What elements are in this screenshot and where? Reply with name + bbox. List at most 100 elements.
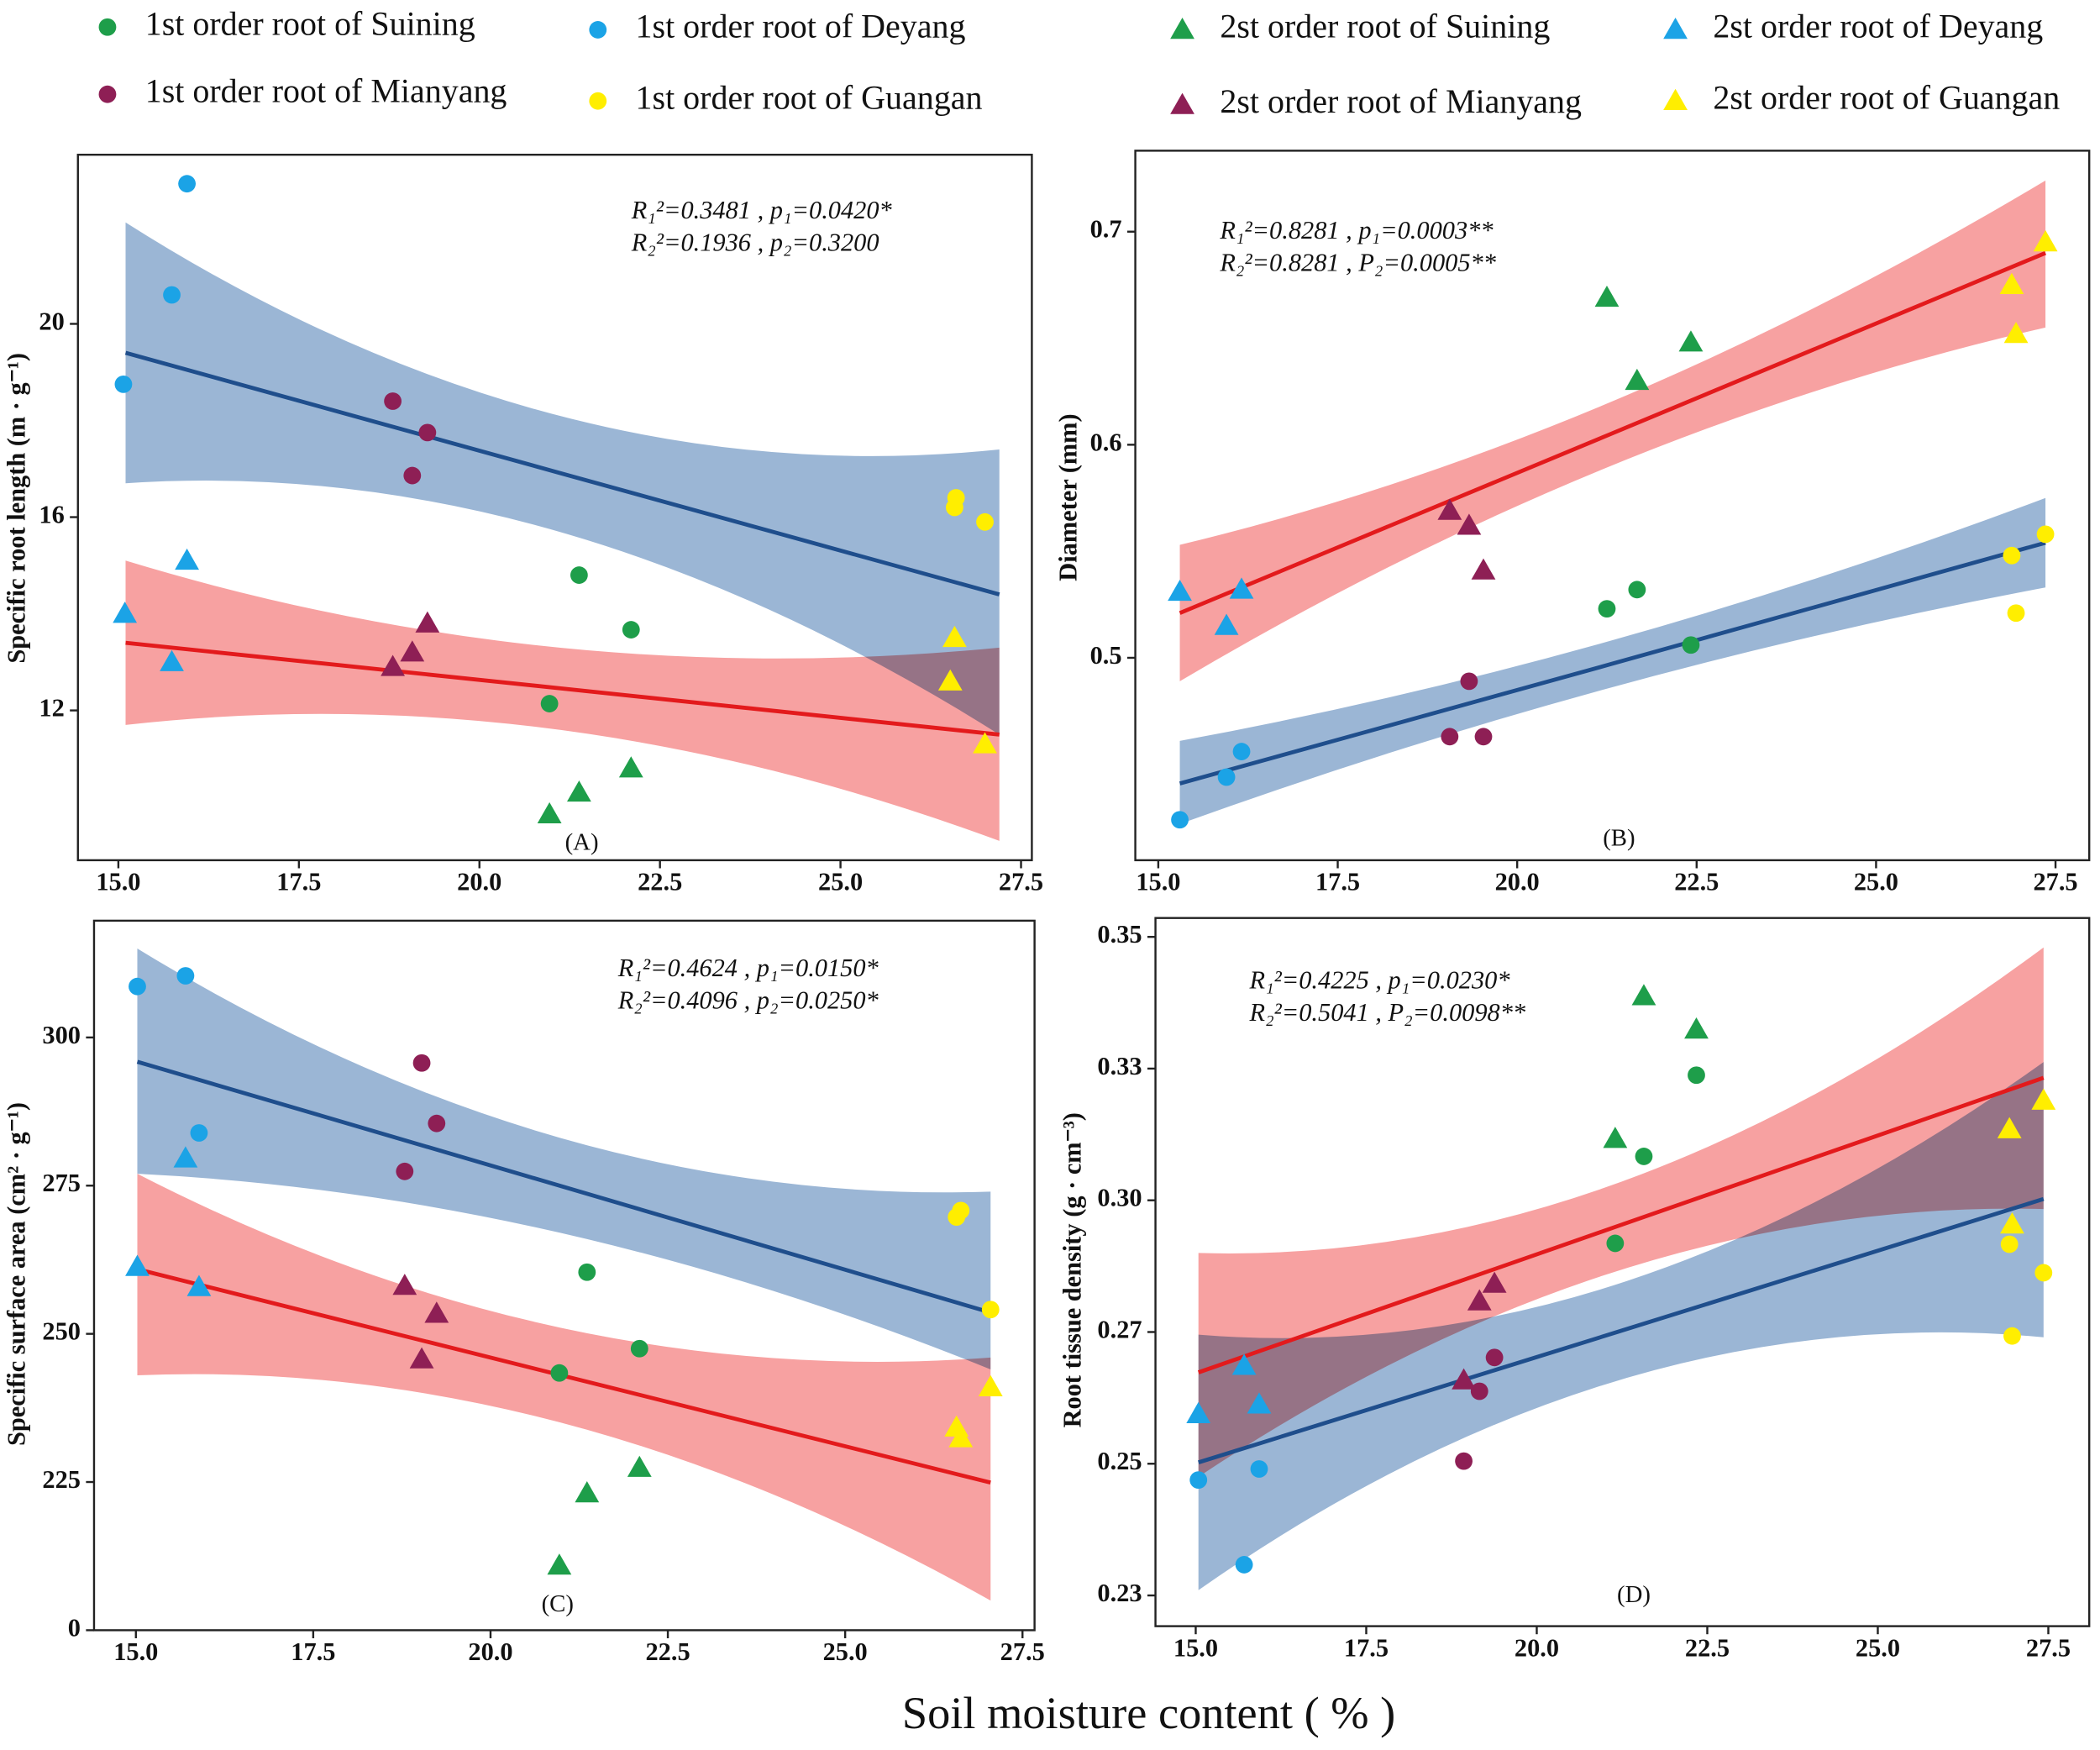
annotation: R₁²=0.4624 , p₁=0.0150* bbox=[617, 954, 879, 982]
data-point bbox=[160, 649, 184, 671]
y-tick-label: 0 bbox=[68, 1613, 81, 1642]
data-point bbox=[1999, 272, 2024, 294]
data-point bbox=[2003, 1327, 2021, 1345]
data-point bbox=[1628, 581, 1646, 599]
y-tick-label: 275 bbox=[42, 1169, 81, 1197]
y-tick-label: 0.7 bbox=[1090, 215, 1122, 244]
data-point bbox=[1631, 984, 1656, 1006]
y-tick-label: 0.23 bbox=[1097, 1579, 1142, 1607]
confidence-band bbox=[1198, 947, 2044, 1477]
data-point bbox=[1168, 579, 1192, 602]
data-point bbox=[1598, 600, 1616, 618]
plot-area bbox=[1197, 947, 2045, 1590]
legend-marker bbox=[1663, 88, 1688, 110]
legend-label: 2st order root of Guangan bbox=[1713, 78, 2060, 116]
data-point bbox=[1594, 285, 1620, 307]
x-tick-label: 15.0 bbox=[96, 868, 140, 896]
data-point bbox=[1250, 1460, 1268, 1478]
data-point bbox=[173, 1146, 198, 1168]
annotation: R₂²=0.8281 , P₂=0.0005** bbox=[1219, 248, 1496, 276]
data-point bbox=[186, 1274, 212, 1296]
y-tick-label: 12 bbox=[39, 694, 64, 723]
plot-area bbox=[136, 949, 991, 1601]
data-point bbox=[1688, 1066, 1705, 1085]
data-point bbox=[1235, 1556, 1253, 1574]
x-tick-label: 22.5 bbox=[1685, 1633, 1730, 1662]
confidence-band bbox=[1179, 180, 2046, 681]
data-point bbox=[114, 375, 133, 393]
panel-label: (B) bbox=[1603, 825, 1635, 852]
data-point bbox=[1460, 672, 1478, 691]
data-point bbox=[973, 732, 997, 754]
data-point bbox=[1189, 1471, 1208, 1489]
legend-label: 2st order root of Mianyang bbox=[1220, 82, 1582, 120]
y-tick-label: 0.6 bbox=[1090, 428, 1122, 456]
data-point bbox=[1229, 577, 1254, 599]
data-point bbox=[2031, 1088, 2056, 1110]
data-point bbox=[2033, 230, 2058, 252]
annotation: R₂²=0.1936 , p₂=0.3200 bbox=[631, 228, 879, 256]
data-point bbox=[2034, 1264, 2053, 1282]
fit-line bbox=[136, 1059, 991, 1315]
y-axis-label: Root tissue density (g · cm⁻³) bbox=[1058, 1112, 1087, 1427]
data-point bbox=[537, 801, 562, 824]
data-point bbox=[2036, 525, 2055, 544]
data-point bbox=[176, 967, 195, 985]
data-point bbox=[392, 1274, 417, 1295]
data-point bbox=[1635, 1148, 1653, 1165]
data-point bbox=[1684, 1017, 1709, 1039]
data-point bbox=[1625, 368, 1650, 391]
x-tick-label: 17.5 bbox=[291, 1637, 335, 1666]
panel-label: (D) bbox=[1617, 1581, 1651, 1608]
data-point bbox=[1441, 728, 1459, 746]
x-tick-label: 22.5 bbox=[638, 868, 682, 896]
data-point bbox=[428, 1114, 446, 1133]
data-point bbox=[1452, 1368, 1476, 1390]
data-point bbox=[575, 1481, 600, 1503]
data-point bbox=[2007, 604, 2025, 623]
data-point bbox=[1455, 1452, 1473, 1470]
data-point bbox=[1682, 636, 1700, 654]
plot-frame bbox=[76, 153, 1033, 862]
legend-label: 1st order root of Guangan bbox=[636, 78, 983, 116]
data-point bbox=[1603, 1127, 1628, 1148]
data-point bbox=[937, 669, 963, 691]
plot-area bbox=[124, 222, 1000, 841]
data-point bbox=[976, 512, 994, 531]
data-point bbox=[2003, 546, 2021, 565]
data-point bbox=[627, 1455, 652, 1477]
data-point bbox=[2000, 1212, 2024, 1234]
x-tick-label: 15.0 bbox=[113, 1637, 158, 1666]
data-point bbox=[1457, 513, 1482, 535]
data-point bbox=[424, 1301, 449, 1323]
data-point bbox=[1470, 1382, 1488, 1401]
y-tick-label: 0.27 bbox=[1097, 1315, 1142, 1343]
legend-label: 2st order root of Deyang bbox=[1713, 8, 2043, 45]
fit-line bbox=[1197, 1075, 2045, 1374]
y-axis-label: Specific surface area (cm² · g⁻¹) bbox=[2, 1102, 30, 1446]
data-point bbox=[1437, 498, 1462, 520]
x-tick-label: 27.5 bbox=[2033, 868, 2077, 896]
data-point bbox=[113, 602, 138, 623]
legend-label: 1st order root of Mianyang bbox=[145, 71, 507, 109]
annotation: R₂²=0.5041 , P₂=0.0098** bbox=[1249, 998, 1526, 1027]
data-point bbox=[1485, 1348, 1504, 1367]
legend-marker bbox=[589, 21, 607, 39]
plot-area bbox=[1179, 180, 2047, 824]
fit-line bbox=[1198, 1196, 2045, 1464]
y-axis-label: Specific root length (m · g⁻¹) bbox=[2, 353, 30, 664]
data-point bbox=[125, 1254, 150, 1276]
confidence-band bbox=[137, 949, 991, 1369]
data-point bbox=[1678, 330, 1704, 352]
data-point bbox=[412, 1054, 431, 1072]
legend-label: 1st order root of Suining bbox=[145, 4, 475, 42]
annotation: R₁²=0.3481 , p₁=0.0420* bbox=[631, 196, 893, 224]
y-tick-label: 0.35 bbox=[1097, 920, 1142, 949]
legend-marker bbox=[98, 18, 117, 36]
data-point bbox=[540, 695, 559, 712]
legend-marker bbox=[1663, 18, 1688, 39]
x-tick-label: 22.5 bbox=[1674, 868, 1719, 896]
legend-marker bbox=[98, 85, 117, 103]
plot-frame bbox=[92, 919, 1036, 1632]
data-point bbox=[1214, 613, 1239, 635]
